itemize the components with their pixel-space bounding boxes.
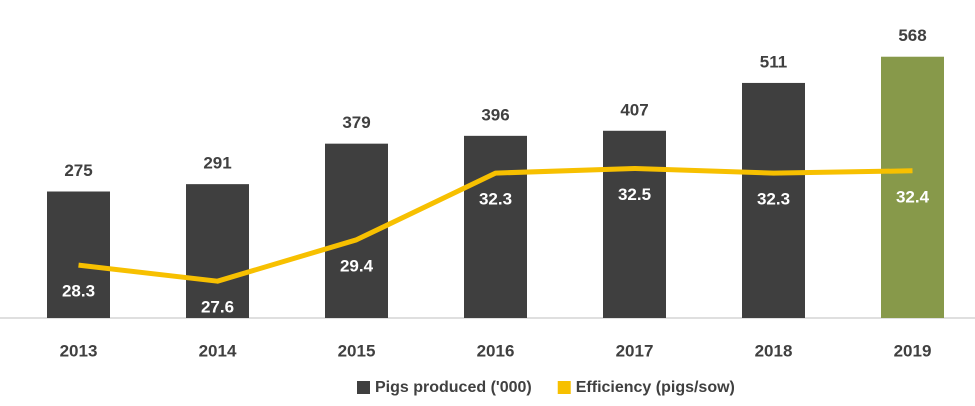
bar-value-label: 568: [898, 26, 926, 45]
x-tick-label: 2013: [60, 341, 98, 360]
line-value-label: 32.4: [896, 187, 930, 206]
bar: [742, 82, 805, 318]
x-tick-label: 2017: [616, 341, 654, 360]
bar-value-label: 291: [203, 154, 231, 173]
bar-value-label: 511: [760, 52, 787, 71]
bar-value-label: 379: [342, 113, 370, 132]
bar-value-label: 275: [64, 161, 92, 180]
bar-value-label: 407: [620, 100, 648, 119]
bar: [47, 191, 110, 318]
legend-swatch: [557, 381, 571, 394]
bar: [464, 135, 527, 318]
bar-value-label: 396: [481, 105, 509, 124]
x-tick-label: 2018: [755, 341, 793, 360]
bar: [881, 56, 944, 318]
legend-label: Pigs produced ('000): [375, 379, 532, 396]
legend-label: Efficiency (pigs/sow): [576, 379, 735, 396]
line: [78, 166, 913, 284]
line-value-label: 27.6: [201, 298, 234, 317]
bar: [186, 184, 249, 318]
line-value-label: 32.5: [618, 185, 651, 204]
line-value-label: 32.3: [757, 190, 790, 209]
bar: [603, 130, 666, 318]
x-tick-label: 2019: [894, 341, 932, 360]
line-value-label: 29.4: [340, 256, 374, 275]
line-value-label: 28.3: [62, 282, 95, 301]
x-tick-label: 2014: [199, 341, 237, 360]
line-value-label: 32.3: [479, 190, 512, 209]
x-tick-label: 2016: [477, 341, 515, 360]
x-tick-label: 2015: [338, 341, 376, 360]
legend-swatch: [357, 381, 370, 394]
